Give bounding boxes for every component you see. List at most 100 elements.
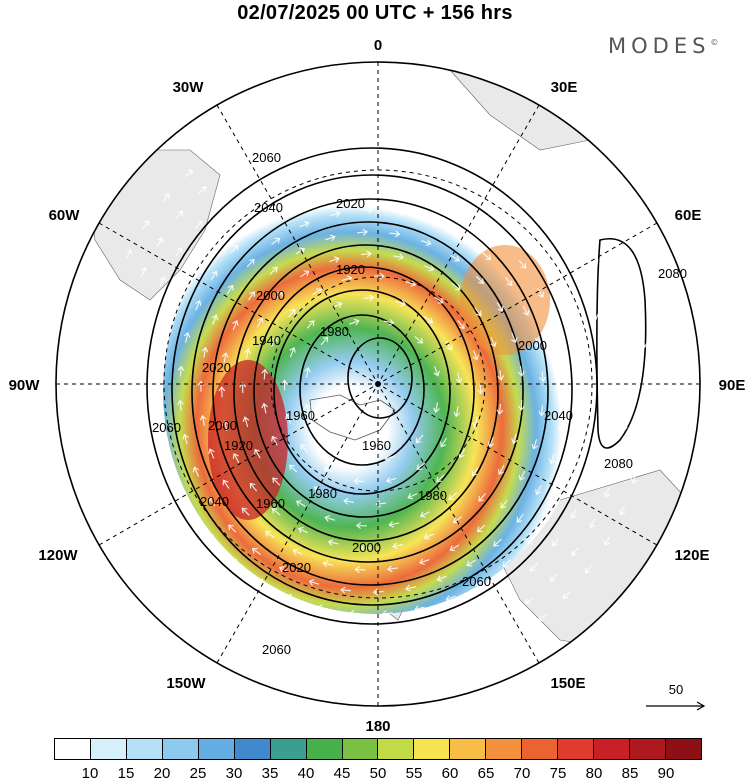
wind-arrow xyxy=(256,317,264,328)
wind-arrow xyxy=(517,365,525,377)
wind-arrow xyxy=(303,172,314,180)
colorbar-swatch xyxy=(55,739,91,759)
wind-arrow xyxy=(290,665,301,672)
wind-arrow xyxy=(199,249,207,259)
colorbar-tick-label: 25 xyxy=(189,765,207,782)
wind-arrow xyxy=(281,379,289,391)
wind-arrow xyxy=(343,497,354,505)
wind-arrow xyxy=(568,186,577,195)
wind-arrow xyxy=(603,536,611,546)
wind-arrow xyxy=(451,282,461,291)
wind-arrow xyxy=(537,288,545,298)
wind-arrow xyxy=(178,597,188,606)
wind-arrow xyxy=(112,280,119,291)
wind-arrow xyxy=(271,336,278,347)
wind-arrow xyxy=(487,437,495,448)
wind-arrow xyxy=(414,627,425,635)
wind-arrow xyxy=(95,346,103,358)
lon-label-30w: 30W xyxy=(173,79,205,96)
wind-arrow xyxy=(495,235,505,244)
wind-arrow xyxy=(138,499,145,510)
wind-arrow xyxy=(573,226,581,236)
wind-arrow xyxy=(183,332,191,343)
wind-arrow xyxy=(386,675,398,683)
wind-arrow xyxy=(154,530,161,540)
wind-arrow xyxy=(285,617,297,624)
wind-arrow xyxy=(160,341,167,352)
wind-arrow xyxy=(548,453,556,465)
colorbar-swatch xyxy=(414,739,451,759)
colorbar-swatch xyxy=(594,739,630,759)
wind-arrow xyxy=(303,149,314,157)
wind-arrow xyxy=(298,105,309,113)
wind-arrow xyxy=(271,237,281,245)
wind-arrow xyxy=(466,559,476,567)
wind-arrow xyxy=(511,433,518,445)
colorbar-swatch xyxy=(306,739,343,759)
colorbar-tick-label: 65 xyxy=(477,765,495,782)
wind-arrow xyxy=(203,619,213,627)
wind-arrow xyxy=(538,613,547,622)
wind-arrow xyxy=(431,173,443,181)
wind-arrow xyxy=(606,286,613,297)
wind-arrow xyxy=(424,315,434,323)
wind-arrow xyxy=(457,320,465,330)
wind-arrow xyxy=(313,485,324,493)
lon-label-60w: 60W xyxy=(49,207,81,224)
wind-arrow xyxy=(349,609,361,617)
wind-arrow xyxy=(201,346,209,358)
wind-arrow xyxy=(500,158,511,166)
wind-arrow xyxy=(475,275,485,284)
wind-arrow xyxy=(316,626,328,634)
wind-arrow xyxy=(198,186,207,195)
contour-label: 1980 xyxy=(308,486,337,501)
wind-arrow xyxy=(472,350,479,361)
wind-arrow xyxy=(254,448,261,459)
wind-arrow xyxy=(400,143,412,150)
contour-label: 2060 xyxy=(462,574,491,589)
wind-arrow xyxy=(354,676,366,684)
wind-arrow xyxy=(419,558,430,565)
wind-arrow xyxy=(490,203,500,211)
contour-label: 2000 xyxy=(208,418,237,433)
wind-arrow xyxy=(433,366,440,377)
wind-arrow xyxy=(419,511,430,518)
wind-arrow xyxy=(249,482,258,492)
wind-arrow xyxy=(230,638,241,646)
wind-arrow xyxy=(516,225,525,233)
wind-arrow xyxy=(633,303,641,315)
wind-arrow xyxy=(475,604,486,612)
wind-arrow xyxy=(256,603,267,610)
wind-arrow xyxy=(386,565,398,573)
wind-arrow xyxy=(210,148,220,156)
wind-arrow xyxy=(432,150,443,158)
wind-arrow xyxy=(208,534,217,543)
wind-arrow xyxy=(448,492,457,501)
wind-arrow xyxy=(372,588,384,596)
lon-label-90e: 90E xyxy=(719,377,746,394)
wind-arrow xyxy=(312,192,323,200)
wind-arrow xyxy=(517,143,528,151)
wind-arrow xyxy=(221,352,229,364)
colorbar-swatch xyxy=(234,739,271,759)
wind-arrow xyxy=(297,526,308,534)
contour-label: 2060 xyxy=(262,642,291,657)
wind-arrow xyxy=(275,291,284,300)
wind-arrow xyxy=(245,202,255,210)
wind-arrow xyxy=(445,341,453,351)
wind-arrow xyxy=(280,134,292,141)
wind-arrow xyxy=(594,444,602,456)
wind-arrow xyxy=(585,564,593,574)
contour-label: 1920 xyxy=(224,438,253,453)
wind-arrow xyxy=(538,405,546,417)
wind-arrow xyxy=(184,169,194,178)
wind-arrow xyxy=(125,248,133,259)
wind-arrow xyxy=(394,209,406,216)
wind-arrow xyxy=(427,103,439,111)
wind-arrow xyxy=(239,382,247,394)
map-title: 02/07/2025 00 UTC + 156 hrs xyxy=(237,2,513,24)
wind-arrow xyxy=(376,118,388,126)
lon-label-150w: 150W xyxy=(166,675,206,692)
wind-arrow xyxy=(192,466,200,477)
colorbar-tick-label: 40 xyxy=(297,765,315,782)
